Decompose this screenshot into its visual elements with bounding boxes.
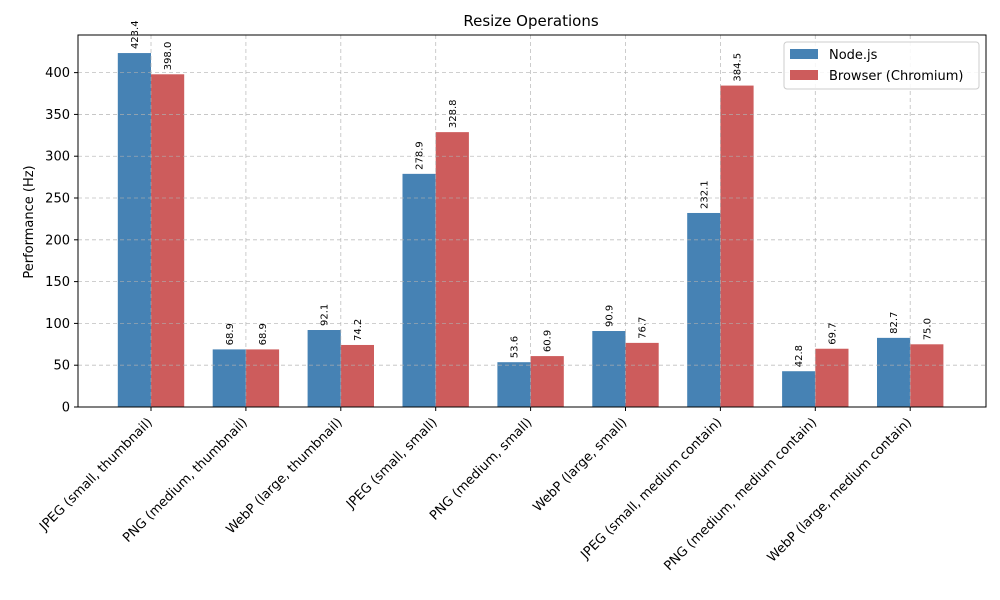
data-label-browser-8: 75.0 [922,318,933,340]
y-tick-label-1: 50 [53,359,70,374]
data-label-nodejs-1: 68.9 [225,323,236,345]
y-tick-label-6: 300 [45,150,70,165]
bar-nodejs-1 [212,349,246,407]
data-label-browser-5: 76.7 [638,317,649,339]
bar-browser-6 [720,85,754,407]
bar-browser-2 [340,344,374,407]
data-label-nodejs-0: 423.4 [130,20,141,49]
y-tick-label-2: 100 [45,317,70,332]
bar-browser-5 [625,342,659,407]
data-label-nodejs-2: 92.1 [320,304,331,326]
x-tick-label-5: WebP (large, small) [530,415,630,515]
data-label-browser-3: 328.8 [448,99,459,128]
bar-browser-0 [151,74,185,407]
y-tick-label-5: 250 [45,192,70,207]
data-label-browser-0: 398.0 [163,42,174,71]
legend-box [783,41,980,90]
data-label-nodejs-7: 42.8 [794,345,805,367]
y-axis-label: Performance (Hz) [22,165,37,278]
data-label-nodejs-4: 53.6 [510,336,521,358]
legend-swatch-browser [790,70,818,80]
data-label-browser-2: 74.2 [353,319,364,341]
bar-nodejs-8 [877,337,911,407]
data-label-nodejs-6: 232.1 [699,180,710,209]
y-tick-label-8: 400 [45,66,70,81]
bar-nodejs-7 [782,371,816,407]
data-label-browser-7: 69.7 [827,322,838,344]
y-tick-label-3: 150 [45,275,70,290]
x-tick-label-4: PNG (medium, small) [427,415,535,523]
data-label-nodejs-5: 90.9 [604,305,615,327]
bar-nodejs-4 [497,362,531,407]
bar-nodejs-2 [307,330,341,407]
x-tick-label-3: JPEG (small, small) [343,415,440,512]
bars-layer [117,53,944,407]
data-label-nodejs-8: 82.7 [889,312,900,334]
x-tick-label-7: PNG (medium, medium contain) [661,415,820,574]
bar-nodejs-3 [402,173,436,407]
data-label-nodejs-3: 278.9 [415,141,426,170]
y-tick-label-0: 0 [62,401,70,416]
legend-label-nodejs: Node.js [829,48,878,63]
bar-nodejs-0 [117,53,151,407]
bar-nodejs-6 [687,212,721,407]
plot-frame [77,34,987,408]
legend-label-browser: Browser (Chromium) [829,69,963,84]
data-labels-layer: 423.4 68.9 92.1 278.9 53.6 90.9 232.1 42.8 82.7 3… [130,20,933,367]
data-label-browser-1: 68.9 [258,323,269,345]
data-label-browser-4: 60.9 [543,330,554,352]
data-label-browser-6: 384.5 [733,53,744,82]
bar-browser-7 [815,348,849,407]
bar-nodejs-5 [592,331,626,407]
y-tick-label-7: 350 [45,108,70,123]
legend-swatch-nodejs [790,49,818,59]
bar-browser-4 [530,356,564,407]
bar-browser-8 [910,344,944,407]
bar-browser-3 [435,132,469,407]
bar-browser-1 [245,349,280,407]
legend: Node.js Browser (Chromium) [783,41,980,90]
y-tick-label-4: 200 [45,233,70,248]
chart-title: Resize Operations [463,12,598,30]
